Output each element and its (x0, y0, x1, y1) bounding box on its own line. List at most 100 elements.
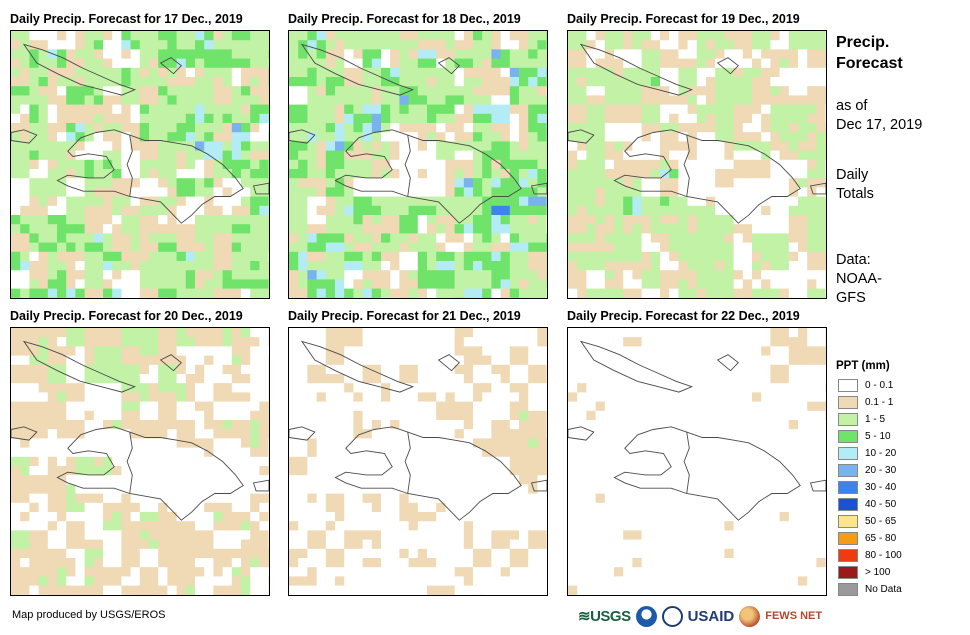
precip-cell (176, 328, 187, 338)
precip-cell (344, 31, 354, 41)
precip-cell (112, 512, 122, 522)
precip-cell (121, 475, 132, 485)
precip-cell (47, 576, 58, 587)
precip-cell (38, 337, 49, 347)
precip-cell (752, 95, 762, 106)
precip-cell (47, 141, 58, 152)
precip-cell (779, 279, 790, 290)
precip-cell (289, 456, 299, 467)
precip-cell (139, 150, 150, 161)
precip-cell (93, 288, 104, 298)
precip-cell (752, 475, 762, 485)
precip-cell (528, 512, 538, 522)
precip-cell (93, 548, 104, 559)
precip-cell (213, 466, 224, 476)
precip-cell (335, 187, 345, 198)
precip-cell (473, 392, 483, 403)
precip-cell (770, 242, 781, 253)
precip-cell (289, 493, 299, 504)
precip-cell (335, 392, 345, 403)
precip-cell (519, 447, 529, 458)
precip-cell (445, 178, 456, 188)
precip-cell (250, 251, 260, 262)
precip-cell (632, 132, 643, 142)
precip-cell (632, 169, 643, 179)
precip-cell (195, 31, 205, 41)
precip-cell (408, 187, 419, 198)
precip-cell (195, 58, 205, 69)
precip-cell (436, 585, 446, 595)
precip-cell (84, 49, 95, 60)
precip-cell (390, 521, 400, 531)
precip-cell (473, 95, 483, 106)
precip-cell (38, 585, 49, 595)
precip-cell (798, 104, 808, 115)
precip-cell (816, 410, 826, 421)
precip-cell (604, 169, 615, 179)
precip-cell (20, 279, 30, 290)
precip-cell (20, 512, 30, 522)
precip-cell (427, 251, 437, 262)
precip-cell (213, 77, 224, 87)
precip-cell (399, 178, 410, 188)
precip-cell (289, 132, 299, 142)
precip-cell (29, 548, 40, 559)
precip-cell (528, 49, 538, 60)
precip-cell (289, 337, 299, 347)
precip-cell (57, 539, 67, 550)
precip-cell (38, 355, 49, 366)
precip-cell (121, 141, 132, 152)
precip-cell (500, 279, 511, 290)
precip-cell (47, 31, 58, 41)
precip-cell (779, 141, 790, 152)
precip-cell (344, 77, 354, 87)
precip-cell (660, 493, 670, 504)
precip-cell (139, 123, 150, 133)
precip-cell (344, 242, 354, 253)
precip-cell (595, 475, 606, 485)
precip-cell (519, 502, 529, 513)
precip-cell (577, 288, 587, 298)
precip-cell (641, 466, 652, 476)
precip-cell (204, 585, 214, 595)
precip-cell (195, 270, 205, 280)
precip-cell (112, 548, 122, 559)
precip-cell (38, 215, 49, 225)
precip-cell (103, 178, 113, 188)
precip-cell (222, 279, 233, 290)
precip-cell (586, 502, 597, 513)
precip-cell (158, 288, 168, 298)
precip-cell (632, 466, 643, 476)
precip-cell (57, 67, 67, 78)
hispaniola-coastline (56, 426, 244, 521)
precip-cell (29, 429, 40, 439)
precip-cell (436, 141, 446, 152)
precip-cell (259, 447, 269, 458)
precip-cell (445, 383, 456, 393)
precip-cell (139, 420, 150, 430)
precip-cell (706, 401, 716, 412)
precip-cell (500, 530, 511, 541)
precip-cell (595, 429, 606, 439)
precip-cell (381, 466, 391, 476)
precip-cell (500, 288, 511, 298)
precip-cell (167, 466, 178, 476)
precip-cell (788, 58, 799, 69)
precip-cell (250, 558, 260, 568)
precip-cell (250, 447, 260, 458)
precip-cell (427, 512, 437, 522)
precip-cell (733, 49, 744, 60)
precip-cell (176, 548, 187, 559)
precip-cell (121, 86, 132, 96)
precip-cell (185, 159, 196, 170)
precip-cell (816, 31, 826, 41)
precip-cell (706, 456, 716, 467)
precip-cell (798, 159, 808, 170)
precip-cell (353, 420, 364, 430)
precip-cell (427, 224, 437, 234)
precip-cell (641, 205, 652, 216)
precip-cell (307, 196, 318, 207)
precip-cell (641, 346, 652, 357)
precip-cell (632, 392, 643, 403)
precip-cell (427, 261, 437, 271)
